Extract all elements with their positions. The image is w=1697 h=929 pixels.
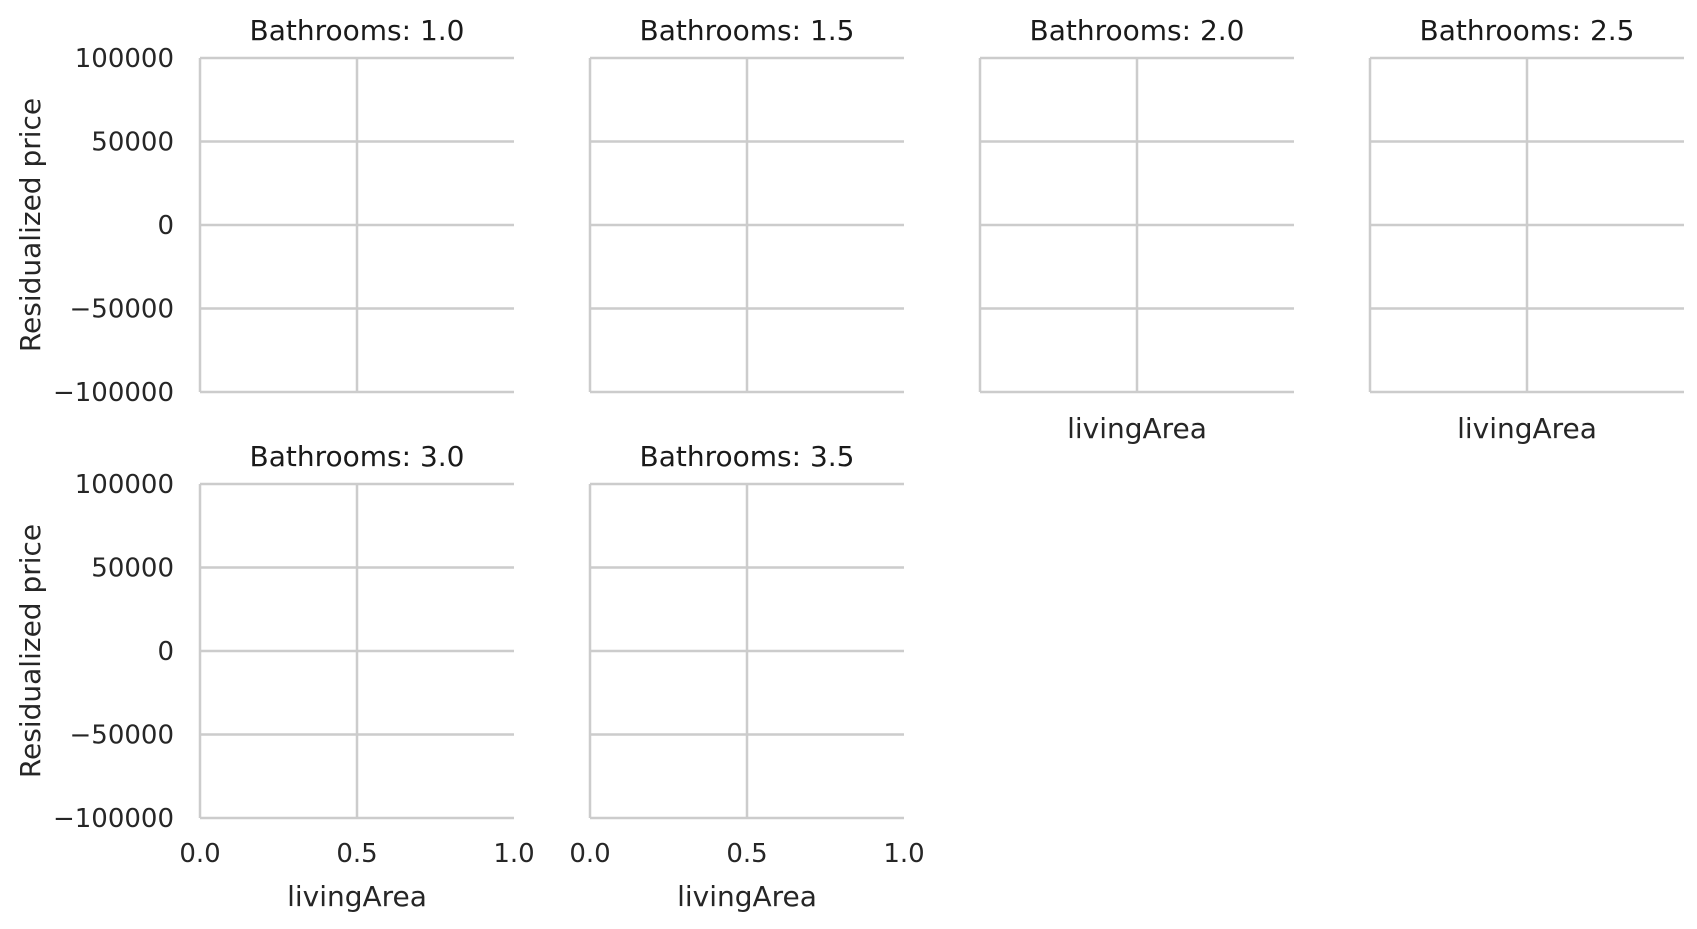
x-tick-label: 0.0 bbox=[569, 839, 610, 869]
y-tick-label: −50000 bbox=[70, 721, 175, 751]
y-tick-label: 50000 bbox=[91, 128, 174, 158]
x-axis-label: livingArea bbox=[287, 880, 427, 913]
facet-panel: Bathrooms: 2.5 livingArea bbox=[1368, 14, 1684, 445]
y-tick-label: 0 bbox=[157, 211, 174, 241]
x-axis-label: livingArea bbox=[1457, 412, 1597, 445]
panel-title: Bathrooms: 2.0 bbox=[1030, 14, 1245, 47]
facet-panel: Bathrooms: 2.0 livingArea bbox=[978, 14, 1294, 445]
y-tick-label: −50000 bbox=[70, 295, 175, 325]
y-tick-label: 50000 bbox=[91, 554, 174, 584]
y-tick-label: −100000 bbox=[53, 804, 174, 834]
facet-panel: Bathrooms: 1.0 100000 50000 0 −50000 −100000R… bbox=[14, 14, 514, 408]
x-axis-label: livingArea bbox=[677, 880, 817, 913]
panel-title: Bathrooms: 3.0 bbox=[250, 440, 465, 473]
panel-title: Bathrooms: 1.5 bbox=[640, 14, 855, 47]
y-axis-label: Residualized price bbox=[14, 98, 47, 352]
x-tick-label: 1.0 bbox=[883, 839, 924, 869]
y-tick-label: 100000 bbox=[75, 44, 174, 74]
panel-title: Bathrooms: 3.5 bbox=[640, 440, 855, 473]
y-tick-label: 0 bbox=[157, 637, 174, 667]
x-tick-label: 0.5 bbox=[726, 839, 767, 869]
y-axis-label: Residualized price bbox=[14, 524, 47, 778]
x-axis-label: livingArea bbox=[1067, 412, 1207, 445]
facet-panel: Bathrooms: 1.5 bbox=[588, 14, 904, 394]
y-tick-label: 100000 bbox=[75, 470, 174, 500]
facet-panel: Bathrooms: 3.0 100000 50000 0 −50000 −100000R… bbox=[14, 440, 535, 913]
x-tick-label: 0.0 bbox=[179, 839, 220, 869]
panel-title: Bathrooms: 2.5 bbox=[1420, 14, 1635, 47]
x-tick-label: 0.5 bbox=[336, 839, 377, 869]
y-tick-label: −100000 bbox=[53, 378, 174, 408]
panel-title: Bathrooms: 1.0 bbox=[250, 14, 465, 47]
x-tick-label: 1.0 bbox=[493, 839, 534, 869]
facet-panel: Bathrooms: 3.5 0.0 0.5 1.0 livingArea bbox=[569, 440, 924, 913]
